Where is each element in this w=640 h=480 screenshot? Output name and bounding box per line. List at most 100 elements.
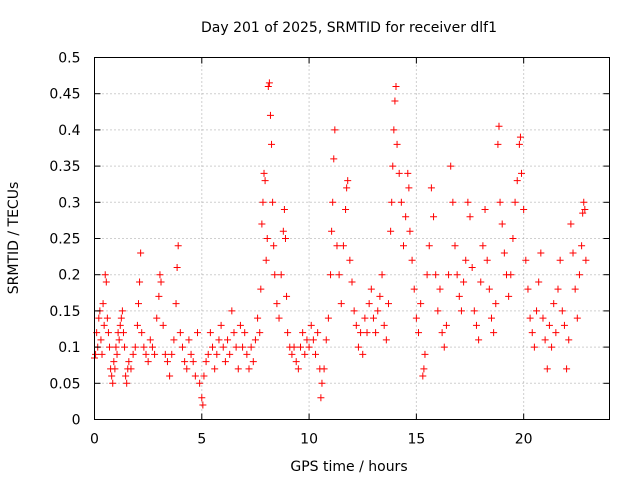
data-point [337, 300, 345, 308]
data-point [528, 329, 536, 337]
data-point [408, 256, 416, 264]
data-point [138, 329, 146, 337]
data-point [335, 271, 343, 279]
data-point [498, 220, 506, 228]
data-point [127, 365, 135, 373]
data-point [391, 97, 399, 105]
data-point [230, 329, 238, 337]
data-point [288, 350, 296, 358]
data-point [579, 209, 587, 217]
x-tick-label: 15 [407, 432, 425, 448]
data-point [402, 213, 410, 221]
data-point [445, 271, 453, 279]
data-point [232, 343, 240, 351]
data-point [406, 227, 414, 235]
data-point [354, 343, 362, 351]
data-point [257, 285, 265, 293]
y-tick-label: 0.35 [49, 159, 80, 175]
data-point [202, 358, 210, 366]
data-point [117, 314, 125, 322]
data-point [215, 336, 223, 344]
data-point [462, 256, 470, 264]
data-point [271, 271, 279, 279]
data-point [115, 336, 123, 344]
data-point [163, 358, 171, 366]
data-point [352, 321, 360, 329]
data-point [174, 242, 182, 250]
data-point [136, 278, 144, 286]
data-point [481, 206, 489, 214]
data-point [369, 314, 377, 322]
data-point [380, 321, 388, 329]
data-point [307, 321, 315, 329]
data-point [243, 350, 251, 358]
data-point [247, 343, 255, 351]
data-point [494, 140, 502, 148]
data-point [258, 220, 266, 228]
data-point [137, 249, 145, 257]
data-point [464, 198, 472, 206]
data-point [581, 206, 589, 214]
data-point [344, 177, 352, 185]
data-point [95, 314, 103, 322]
data-point [470, 307, 478, 315]
data-point [483, 256, 491, 264]
data-point [359, 350, 367, 358]
data-point [159, 321, 167, 329]
data-point [301, 350, 309, 358]
data-point [485, 285, 493, 293]
data-point [580, 198, 588, 206]
data-point [119, 329, 127, 337]
data-point [200, 372, 208, 380]
data-point [109, 379, 117, 387]
data-point [339, 242, 347, 250]
data-point [500, 249, 508, 257]
data-point [432, 271, 440, 279]
data-point [290, 343, 298, 351]
data-point [404, 169, 412, 177]
data-point [189, 358, 197, 366]
data-point [324, 314, 332, 322]
data-point [569, 249, 577, 257]
data-point [224, 336, 232, 344]
data-point [268, 140, 276, 148]
data-point [103, 314, 111, 322]
data-point [516, 133, 524, 141]
data-point [170, 336, 178, 344]
data-point [511, 198, 519, 206]
data-point [297, 343, 304, 351]
data-point [209, 343, 217, 351]
data-point [357, 329, 365, 337]
data-point [273, 300, 281, 308]
data-point [436, 285, 444, 293]
data-point [513, 177, 521, 185]
data-point [539, 314, 547, 322]
data-point [320, 365, 328, 373]
data-point [520, 206, 528, 214]
data-point [350, 307, 358, 315]
data-point [420, 365, 428, 373]
data-point [492, 300, 500, 308]
y-tick-label: 0.25 [49, 232, 80, 248]
data-point [417, 300, 425, 308]
data-point [582, 256, 590, 264]
y-tick-label: 0.4 [58, 123, 80, 139]
y-tick-labels: 0 0.05 0.1 0.15 0.2 0.25 0.3 0.35 0.4 0.45 0.5 [49, 51, 80, 429]
data-point [487, 314, 495, 322]
x-tick-labels: 0 5 10 15 20 [90, 432, 533, 448]
data-point [166, 372, 174, 380]
data-point [472, 321, 480, 329]
plot-frame [94, 57, 610, 420]
data-point [269, 198, 277, 206]
data-point [395, 169, 403, 177]
data-point [550, 300, 558, 308]
data-point [263, 235, 271, 242]
data-point [176, 329, 184, 337]
data-point [156, 271, 164, 279]
data-point [342, 206, 350, 214]
data-point [318, 379, 326, 387]
data-point [239, 343, 247, 351]
data-point [173, 263, 181, 271]
data-point [92, 350, 100, 358]
data-point [317, 394, 325, 402]
